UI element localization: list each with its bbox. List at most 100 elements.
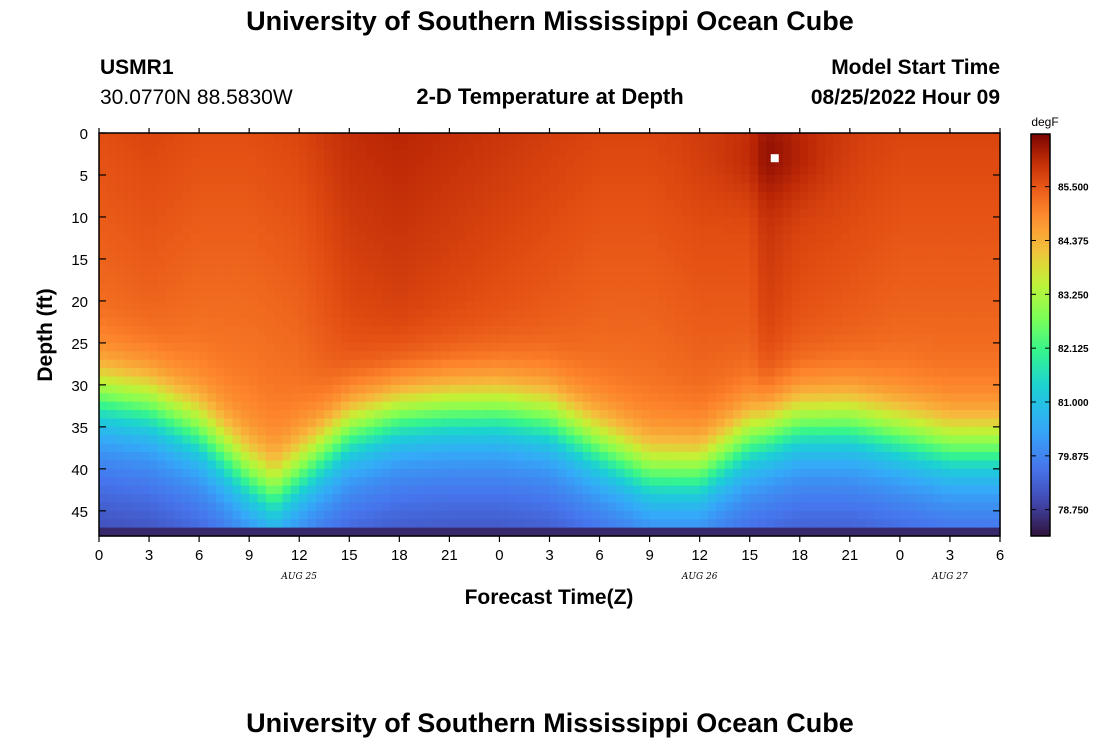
heatmap-cell: [858, 284, 868, 294]
heatmap-cell: [708, 225, 717, 235]
heatmap-cell: [841, 510, 851, 520]
heatmap-cell: [582, 452, 592, 462]
heatmap-cell: [624, 284, 634, 294]
heatmap-cell: [624, 502, 634, 512]
heatmap-cell: [232, 317, 242, 327]
heatmap-cell: [524, 284, 534, 294]
heatmap-cell: [365, 376, 375, 386]
heatmap-cell: [866, 452, 876, 462]
heatmap-cell: [816, 485, 826, 495]
heatmap-cell: [307, 258, 317, 268]
heatmap-cell: [549, 334, 559, 344]
heatmap-cell: [541, 334, 551, 344]
heatmap-cell: [516, 485, 526, 495]
heatmap-cell: [265, 435, 275, 445]
heatmap-cell: [549, 384, 559, 394]
heatmap-cell: [424, 200, 434, 210]
heatmap-cell: [449, 141, 459, 151]
heatmap-cell: [190, 502, 200, 512]
heatmap-cell: [115, 359, 125, 369]
heatmap-cell: [666, 300, 676, 310]
heatmap-cell: [290, 317, 300, 327]
heatmap-cell: [682, 300, 692, 310]
heatmap-cell: [858, 351, 868, 361]
heatmap-cell: [165, 351, 175, 361]
heatmap-cell: [107, 393, 117, 403]
heatmap-cell: [557, 174, 567, 184]
heatmap-cell: [115, 208, 125, 218]
heatmap-cell: [532, 275, 542, 285]
heatmap-cell: [274, 225, 284, 235]
heatmap-cell: [374, 141, 384, 151]
heatmap-cell: [699, 460, 709, 470]
heatmap-cell: [499, 334, 509, 344]
heatmap-cell: [699, 200, 709, 210]
heatmap-cell: [399, 208, 409, 218]
heatmap-cell: [190, 435, 200, 445]
heatmap-cell: [549, 401, 559, 411]
heatmap-cell: [691, 368, 701, 378]
heatmap-cell: [424, 460, 434, 470]
heatmap-cell: [891, 141, 901, 151]
heatmap-cell: [916, 418, 926, 428]
heatmap-cell: [566, 519, 576, 529]
heatmap-cell: [541, 174, 551, 184]
heatmap-cell: [274, 485, 284, 495]
heatmap-cell: [899, 267, 909, 277]
heatmap-cell: [115, 334, 125, 344]
heatmap-cell: [274, 158, 284, 168]
heatmap-cell: [357, 149, 367, 159]
heatmap-cell: [290, 359, 300, 369]
heatmap-cell: [766, 426, 776, 436]
heatmap-cell: [449, 158, 459, 168]
heatmap-cell: [933, 233, 943, 243]
heatmap-cell: [324, 401, 334, 411]
heatmap-cell: [649, 258, 659, 268]
heatmap-cell: [574, 166, 584, 176]
heatmap-cell: [416, 200, 425, 210]
heatmap-cell: [424, 309, 434, 319]
heatmap-cell: [274, 477, 284, 487]
heatmap-cell: [215, 477, 225, 487]
heatmap-cell: [841, 309, 851, 319]
heatmap-cell: [582, 418, 592, 428]
heatmap-cell: [858, 267, 868, 277]
heatmap-cell: [240, 317, 250, 327]
heatmap-cell: [257, 519, 267, 529]
heatmap-cell: [441, 133, 450, 142]
heatmap-cell: [282, 485, 292, 495]
heatmap-cell: [833, 502, 843, 512]
heatmap-cell: [182, 250, 192, 260]
heatmap-cell: [933, 208, 943, 218]
heatmap-cell: [724, 393, 734, 403]
heatmap-cell: [933, 368, 943, 378]
heatmap-cell: [491, 376, 501, 386]
heatmap-cell: [716, 351, 726, 361]
heatmap-cell: [340, 342, 350, 352]
heatmap-cell: [215, 250, 225, 260]
heatmap-cell: [716, 233, 726, 243]
heatmap-cell: [949, 242, 959, 252]
heatmap-cell: [349, 200, 359, 210]
heatmap-cell: [390, 502, 400, 512]
heatmap-cell: [124, 418, 133, 428]
heatmap-cell: [924, 485, 934, 495]
heatmap-cell: [783, 317, 793, 327]
heatmap-cell: [107, 418, 117, 428]
heatmap-cell: [124, 485, 133, 495]
heatmap-cell: [858, 443, 868, 453]
heatmap-cell: [949, 468, 959, 478]
heatmap-cell: [933, 426, 943, 436]
heatmap-cell: [599, 359, 609, 369]
heatmap-cell: [157, 242, 167, 252]
heatmap-cell: [666, 267, 676, 277]
heatmap-cell: [441, 317, 450, 327]
heatmap-cell: [541, 368, 551, 378]
heatmap-cell: [574, 300, 584, 310]
heatmap-cell: [899, 208, 909, 218]
heatmap-cell: [641, 393, 651, 403]
heatmap-cell: [849, 452, 859, 462]
heatmap-cell: [949, 133, 959, 142]
heatmap-cell: [290, 233, 300, 243]
heatmap-cell: [674, 393, 684, 403]
